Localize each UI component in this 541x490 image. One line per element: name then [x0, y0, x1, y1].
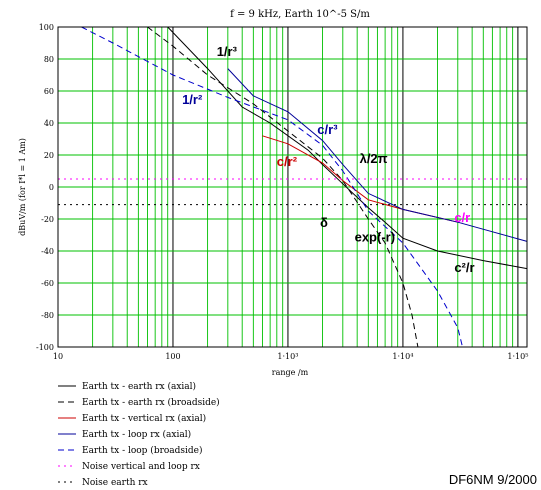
y-tick-label: -60 [41, 279, 54, 288]
series-line-4 [227, 68, 528, 242]
curve-annotation: c/r² [277, 154, 298, 169]
curve-annotation: c/r [454, 210, 470, 225]
y-tick-label: 0 [49, 183, 54, 192]
x-tick-label: 1·10⁵ [507, 352, 528, 361]
legend-label: Earth tx - earth rx (axial) [82, 381, 196, 392]
curve-annotation: c/r³ [317, 122, 338, 137]
curve-annotation: exp(-r) [355, 229, 395, 244]
curve-annotation: δ [320, 215, 328, 230]
y-tick-label: -20 [41, 215, 54, 224]
series-line-2 [147, 26, 419, 348]
curve-annotation: 1/r³ [217, 44, 238, 59]
x-axis-label: range /m [272, 368, 309, 377]
y-tick-label: 60 [44, 87, 54, 96]
curve-annotation: 1/r² [182, 92, 203, 107]
legend-label: Earth tx - earth rx (broadside) [82, 397, 220, 408]
annotations: 1/r³ 1/r² c/r³ c/r² λ/2π δ exp(-r) c/r c²/r [182, 44, 474, 275]
y-tick-label: 40 [44, 119, 54, 128]
legend-label: Noise vertical and loop rx [82, 462, 200, 472]
legend-label: Noise earth rx [82, 478, 148, 488]
legend: Earth tx - earth rx (axial) Earth tx - ea… [58, 381, 220, 488]
series-group [58, 26, 528, 348]
x-tick-label: 10 [53, 352, 63, 361]
x-tick-label: 1·10⁴ [392, 352, 413, 361]
y-tick-label: -80 [41, 311, 54, 320]
grid [57, 26, 527, 348]
y-tick-label: 20 [44, 151, 54, 160]
legend-label: Earth tx - loop rx (axial) [82, 429, 191, 440]
y-axis-label: dBuV/m (for I*l = 1 Am) [18, 138, 27, 236]
x-tick-labels: 10 100 1·10³ 1·10⁴ 1·10⁵ [53, 352, 529, 361]
series-line-5 [81, 26, 463, 348]
x-tick-label: 100 [165, 352, 180, 361]
y-tick-label: -40 [41, 247, 54, 256]
x-tick-label: 1·10³ [277, 352, 298, 361]
y-tick-label: 80 [44, 55, 54, 64]
series-line-1 [167, 26, 528, 270]
curve-annotation: c²/r [454, 260, 474, 275]
chart-title: f = 9 kHz, Earth 10^-5 S/m [230, 9, 370, 20]
legend-label: Earth tx - vertical rx (axial) [82, 413, 206, 424]
plot-frame [57, 26, 528, 348]
y-tick-label: -100 [36, 343, 54, 352]
y-tick-label: 100 [39, 23, 54, 32]
y-tick-labels: 100 80 60 40 20 0 -20 -40 -60 -80 -100 [36, 23, 54, 352]
legend-label: Earth tx - loop (broadside) [82, 445, 203, 456]
curve-annotation: λ/2π [360, 151, 388, 166]
watermark: DF6NM 9/2000 [449, 472, 537, 487]
series-line-3 [262, 135, 458, 223]
